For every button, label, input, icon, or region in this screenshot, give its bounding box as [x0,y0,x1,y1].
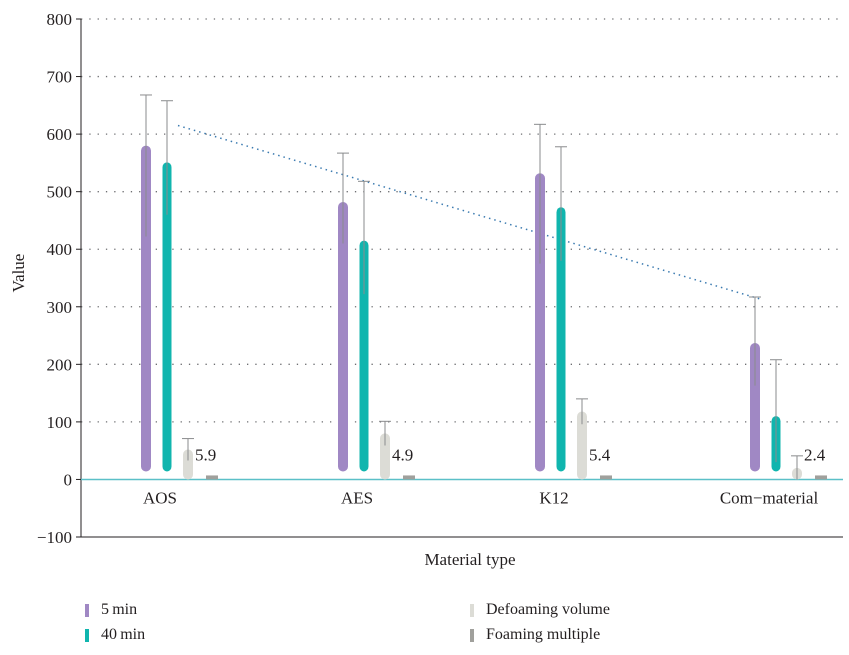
y-tick-label: 400 [47,240,73,259]
label-layer: 5.9 4.9 5.4 2.4 [195,445,826,464]
bar-5-min [141,145,151,472]
y-tick-label: 500 [47,183,73,202]
legend-label-5min: 5 min [101,601,138,618]
bar-40-min [556,207,566,472]
x-axis-title: Material type [424,550,515,569]
y-tick-label: 300 [47,298,73,317]
legend-label-40min: 40 min [101,626,146,643]
legend-item-foaming-multiple: Foaming multiple [470,626,600,644]
y-tick-label: 0 [64,470,73,489]
legend-item-defoaming-volume: Defoaming volume [470,601,610,619]
data-label: 5.4 [589,445,611,464]
trendline [177,124,762,301]
bar-foaming-multiple [206,475,218,480]
bar-40-min [162,162,172,472]
bar-40-min [359,240,369,472]
bar-layer [140,94,827,480]
data-label: 4.9 [392,445,413,464]
y-tick-label: 700 [47,68,73,87]
bar-defoaming-volume [183,449,193,480]
x-tick-label: Com−material [720,488,819,507]
legend-swatch-foaming-multiple [470,628,474,642]
bar-5-min [750,343,760,472]
y-tick-label: −100 [37,528,72,547]
data-label: 2.4 [804,445,826,464]
legend-swatch-defoaming-volume [470,603,474,617]
y-tick-label: 200 [47,355,73,374]
bar-defoaming-volume [380,433,390,480]
x-tick-label: K12 [539,488,568,507]
legend-item-40min: 40 min [85,626,145,644]
x-tick-label: AOS [143,488,177,507]
grid-layer [81,18,843,423]
bar-foaming-multiple [403,475,415,480]
bar-foaming-multiple [815,475,827,480]
data-label: 5.9 [195,445,216,464]
bar-foaming-multiple [600,475,612,480]
legend-item-5min: 5 min [85,601,137,619]
y-tick-label: 800 [47,10,73,29]
legend-swatch-40min [85,628,89,642]
y-axis-title: Value [9,254,28,293]
axis-layer: −100 0 100 200 300 400 500 600 700 800 AOS AES K12 Co… [37,10,843,547]
bar-5-min [338,202,348,472]
bar-5-min [535,173,545,472]
x-tick-label: AES [341,488,373,507]
legend-swatch-5min [85,603,89,617]
bar-defoaming-volume [577,411,587,480]
y-tick-label: 600 [47,125,73,144]
legend-label-defoaming-volume: Defoaming volume [486,601,610,618]
legend-label-foaming-multiple: Foaming multiple [486,626,601,643]
y-tick-label: 100 [47,413,73,432]
